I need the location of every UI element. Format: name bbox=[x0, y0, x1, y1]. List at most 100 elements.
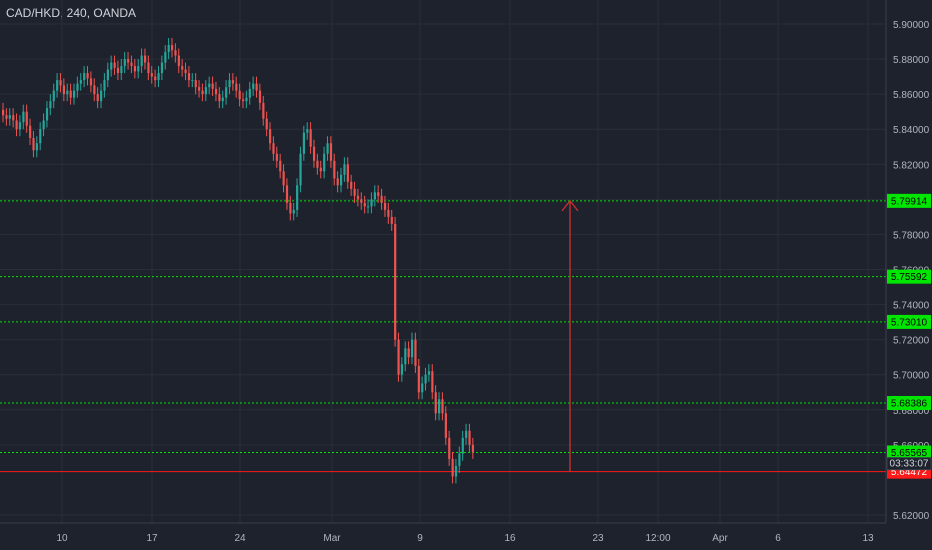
candle-body bbox=[417, 365, 420, 393]
price-tick-label: 5.88000 bbox=[893, 55, 930, 66]
candle-body bbox=[89, 78, 93, 86]
candle-body bbox=[214, 88, 218, 95]
candle-body bbox=[79, 80, 82, 84]
candle-body bbox=[394, 223, 397, 340]
level-price-label: 5.64472 bbox=[891, 467, 928, 478]
candle-body bbox=[289, 202, 292, 214]
candle-body bbox=[265, 118, 268, 130]
level-price-label: 5.79914 bbox=[891, 196, 928, 207]
candle-body bbox=[302, 132, 306, 154]
candle-body bbox=[35, 143, 38, 151]
countdown-tag bbox=[886, 457, 932, 471]
level-price-tag bbox=[887, 193, 931, 208]
candle-body bbox=[62, 85, 66, 95]
candle-body bbox=[370, 199, 373, 207]
price-tick-label: 5.78000 bbox=[893, 230, 930, 241]
price-tick-label: 5.84000 bbox=[893, 125, 930, 136]
candle-body bbox=[2, 109, 5, 116]
candle-body bbox=[282, 171, 285, 186]
candle-body bbox=[235, 83, 238, 91]
candle-body bbox=[319, 167, 322, 172]
candle-body bbox=[66, 90, 69, 95]
candles bbox=[2, 38, 475, 484]
candle-body bbox=[221, 97, 224, 102]
candle-body bbox=[421, 383, 424, 393]
candle-body bbox=[410, 339, 414, 358]
candle-body bbox=[292, 209, 295, 214]
price-tick-label: 5.74000 bbox=[893, 301, 930, 312]
candle-body bbox=[171, 45, 174, 51]
candle-body bbox=[262, 102, 265, 119]
level-price-tag bbox=[887, 445, 931, 460]
time-tick-label: 6 bbox=[775, 533, 781, 544]
candle-body bbox=[194, 80, 197, 88]
price-tick-label: 5.62000 bbox=[893, 511, 930, 522]
candle-body bbox=[471, 444, 475, 452]
candle-body bbox=[116, 67, 120, 74]
candle-body bbox=[5, 115, 8, 119]
candle-body bbox=[323, 153, 326, 172]
candle-body bbox=[444, 413, 447, 438]
candle-body bbox=[127, 59, 130, 63]
candle-body bbox=[39, 129, 42, 144]
candle-body bbox=[438, 399, 441, 414]
level-price-tag bbox=[887, 314, 931, 329]
candle-body bbox=[204, 87, 207, 95]
candle-body bbox=[275, 153, 278, 161]
candle-body bbox=[86, 73, 89, 79]
candle-body bbox=[106, 69, 109, 81]
price-tags: 5.79914 5.75592 5.73010 5.68386 5.65565 5.644… bbox=[886, 193, 932, 479]
candle-body bbox=[42, 120, 45, 130]
candle-body bbox=[343, 164, 346, 175]
candle-body bbox=[231, 80, 235, 84]
candle-body bbox=[346, 164, 349, 182]
candle-body bbox=[130, 62, 133, 67]
candle-body bbox=[306, 129, 309, 133]
level-price-label: 5.73010 bbox=[891, 317, 928, 328]
candle-body bbox=[69, 90, 72, 98]
time-axis: 10 17 24 Mar 9 16 23 12:00 Apr 6 13 bbox=[56, 533, 874, 544]
candle-body bbox=[177, 55, 180, 67]
level-price-tag bbox=[887, 269, 931, 284]
candle-body bbox=[137, 66, 140, 72]
candle-body bbox=[15, 120, 18, 130]
candle-body bbox=[96, 94, 99, 102]
candle-body bbox=[448, 437, 451, 459]
candle-body bbox=[383, 202, 387, 210]
grid-lines bbox=[0, 0, 886, 523]
candle-body bbox=[120, 66, 123, 74]
candle-body bbox=[363, 202, 366, 207]
candle-body bbox=[187, 73, 191, 81]
time-tick-label: 10 bbox=[56, 533, 68, 544]
candle-body bbox=[72, 90, 76, 98]
candle-body bbox=[123, 59, 126, 67]
candle-body bbox=[191, 80, 194, 82]
price-tick-label: 5.68000 bbox=[893, 406, 930, 417]
candle-body bbox=[225, 87, 228, 98]
candle-body bbox=[184, 69, 187, 74]
level-price-label: 5.65565 bbox=[891, 448, 928, 459]
candle-body bbox=[367, 206, 370, 208]
arrow-head bbox=[561, 199, 579, 212]
horizontal-levels bbox=[0, 200, 886, 473]
candle-body bbox=[143, 55, 147, 63]
candle-body bbox=[22, 111, 25, 123]
candle-body bbox=[461, 437, 464, 454]
price-tick-label: 5.82000 bbox=[893, 160, 930, 171]
candle-body bbox=[356, 195, 360, 200]
level-price-label: 5.68386 bbox=[891, 399, 928, 410]
price-tick-label: 5.72000 bbox=[893, 336, 930, 347]
candle-body bbox=[174, 50, 177, 56]
candle-body bbox=[336, 178, 339, 186]
candle-body bbox=[458, 453, 461, 466]
time-tick-label: 17 bbox=[146, 533, 158, 544]
candle-body bbox=[414, 339, 417, 366]
candle-body bbox=[160, 62, 164, 74]
candle-body bbox=[147, 62, 150, 74]
candle-body bbox=[100, 90, 103, 102]
candle-body bbox=[56, 80, 59, 91]
candle-body bbox=[103, 80, 106, 91]
candle-body bbox=[252, 83, 255, 89]
candle-body bbox=[454, 465, 458, 477]
